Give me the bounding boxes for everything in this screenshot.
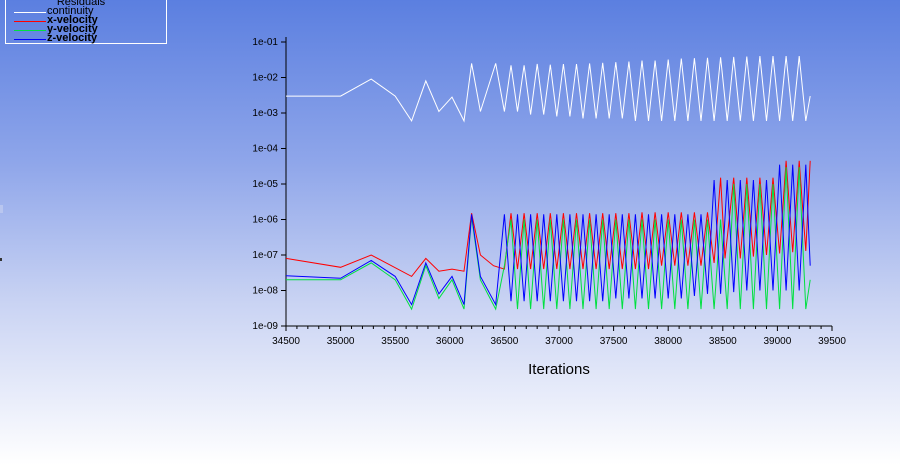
legend-label-z-velocity: z-velocity (47, 32, 98, 44)
x-tick-label: 39000 (763, 336, 791, 347)
x-axis-title: Iterations (528, 361, 590, 378)
y-tick-label: 1e-07 (252, 250, 278, 261)
y-tick-label: 1e-05 (252, 179, 278, 190)
legend-entry-continuity: continuity (14, 5, 164, 17)
x-tick-label: 38000 (654, 336, 682, 347)
y-tick-label: 1e-08 (252, 286, 278, 297)
legend-entry-x-velocity: x-velocity (14, 14, 164, 26)
x-tick-label: 35500 (381, 336, 409, 347)
y-tick-label: 1e-03 (252, 108, 278, 119)
x-tick-label: 39500 (818, 336, 846, 347)
axes (281, 37, 833, 331)
series-line-y-velocity (286, 167, 811, 311)
y-tick-label: 1e-01 (252, 37, 278, 48)
tick-labels: 34500 35000 35500 36000 36500 37000 37500 38000… (252, 37, 846, 347)
legend-label-x-velocity: x-velocity (47, 14, 98, 26)
legend-swatch-y-velocity (14, 30, 46, 31)
y-tick-label: 1e-02 (252, 73, 278, 84)
x-tick-label: 37500 (600, 336, 628, 347)
legend-entry-y-velocity: y-velocity (14, 23, 164, 35)
legend: Residuals continuity x-velocity y-veloci… (5, 0, 167, 44)
y-tick-label: 1e-04 (252, 144, 278, 155)
legend-label-continuity: continuity (47, 5, 94, 17)
x-tick-label: 35000 (327, 336, 355, 347)
legend-title: Residuals (56, 0, 106, 8)
series-layer (285, 56, 811, 311)
x-tick-label: 34500 (272, 336, 300, 347)
x-tick-label: 38500 (709, 336, 737, 347)
legend-swatch-continuity (14, 12, 46, 13)
legend-swatch-x-velocity (14, 21, 46, 22)
x-tick-label: 37000 (545, 336, 573, 347)
y-tick-label: 1e-09 (252, 321, 278, 332)
x-tick-label: 36500 (490, 336, 518, 347)
series-line-z-velocity (285, 164, 811, 307)
legend-label-y-velocity: y-velocity (47, 23, 98, 35)
edge-marker (0, 205, 3, 213)
legend-swatch-z-velocity (14, 39, 46, 40)
y-tick-label: 1e-06 (252, 215, 278, 226)
legend-entry-z-velocity: z-velocity (14, 32, 164, 44)
series-line-x-velocity (285, 160, 811, 278)
series-line-continuity (286, 56, 811, 123)
x-tick-label: 36000 (436, 336, 464, 347)
edge-marker (0, 258, 2, 261)
